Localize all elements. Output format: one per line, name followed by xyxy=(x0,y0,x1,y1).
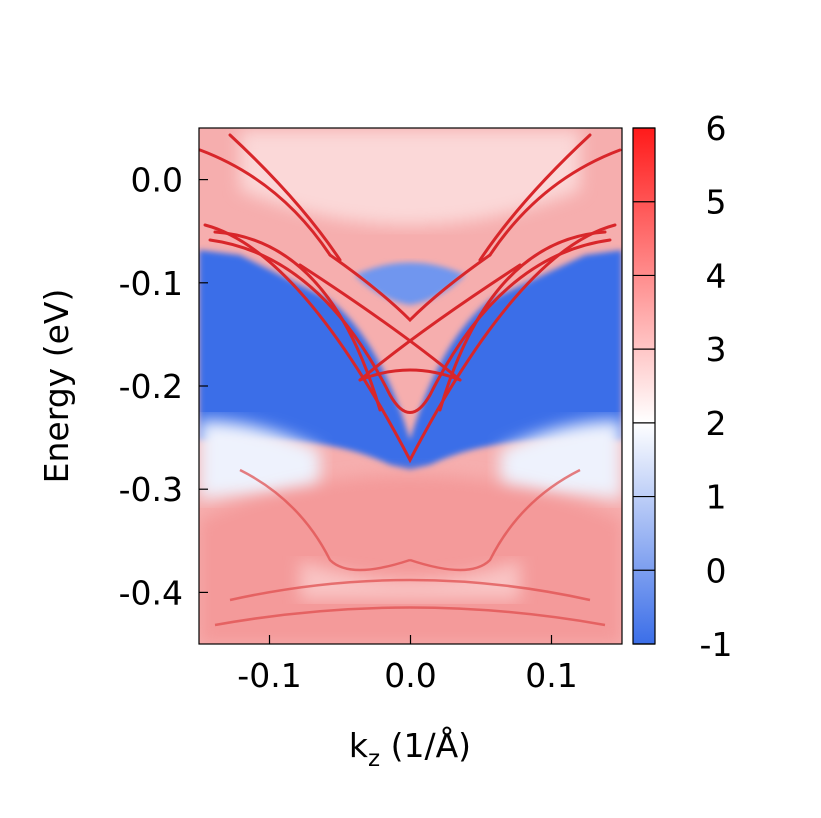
y-axis-ticks: 0.0 -0.1 -0.2 -0.3 -0.4 xyxy=(119,161,208,612)
lower-transition-left xyxy=(199,420,320,500)
colorbar-tick-label: 6 xyxy=(706,109,727,148)
lower-transition-right xyxy=(500,420,622,500)
colorbar xyxy=(632,127,656,645)
y-tick-label: -0.4 xyxy=(119,573,183,612)
band-line xyxy=(478,133,592,262)
band-line xyxy=(214,606,606,627)
colorbar-tick-label: 2 xyxy=(706,404,727,443)
colorbar-tick-label: 3 xyxy=(706,330,727,369)
band-line xyxy=(358,368,462,382)
band-line xyxy=(409,468,581,572)
band-line xyxy=(199,148,332,257)
x-axis-ticks: -0.1 0.0 0.1 xyxy=(237,635,578,695)
colorbar-tick-label: -1 xyxy=(700,625,733,664)
colorbar-tick-label: 0 xyxy=(706,551,727,590)
x-axis-label-unit: (1/Å) xyxy=(380,725,471,765)
y-tick-label: -0.1 xyxy=(119,264,183,303)
upper-pale-region xyxy=(240,130,580,225)
y-tick-label: 0.0 xyxy=(131,161,183,200)
lower-band-lines xyxy=(214,468,606,627)
band-line xyxy=(298,263,462,382)
band-line xyxy=(208,238,612,414)
x-axis-label-main: k xyxy=(349,726,369,765)
x-tick-label: 0.1 xyxy=(525,656,577,695)
x-axis-label-subscript: z xyxy=(368,746,380,772)
band-line xyxy=(358,263,522,382)
band-line xyxy=(229,578,591,602)
colorbar-tick-label: 5 xyxy=(706,183,727,222)
x-tick-label: 0.0 xyxy=(384,656,436,695)
band-line xyxy=(438,230,607,412)
band-line xyxy=(213,230,382,412)
band-line xyxy=(328,253,492,323)
x-axis-label: kz (1/Å) xyxy=(349,725,471,772)
colorbar-ticks: 6 5 4 3 2 1 0 -1 xyxy=(633,109,732,664)
y-tick-label: -0.2 xyxy=(119,367,183,406)
x-tick-label: -0.1 xyxy=(237,656,301,695)
y-tick-label: -0.3 xyxy=(119,470,183,509)
band-lines xyxy=(199,133,622,464)
band-line xyxy=(203,223,617,464)
y-axis-label: Energy (eV) xyxy=(37,289,76,484)
colorbar-tick-label: 1 xyxy=(706,478,727,517)
band-line xyxy=(488,148,622,257)
band-line xyxy=(239,468,411,572)
bulk-gap-region xyxy=(199,250,622,470)
colorbar-tick-label: 4 xyxy=(706,256,727,295)
band-line xyxy=(228,133,342,262)
heatmap-plot xyxy=(199,128,622,644)
